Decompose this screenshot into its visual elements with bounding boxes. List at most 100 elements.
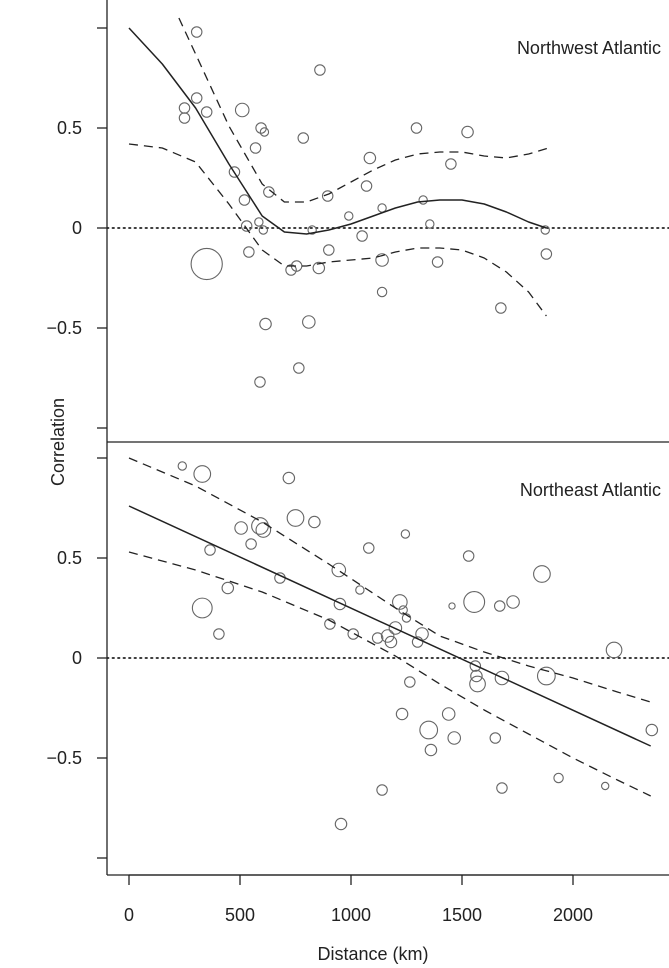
data-point: [445, 158, 457, 170]
y-tick-label: 0: [72, 648, 82, 668]
panel-title: Northwest Atlantic: [517, 38, 661, 58]
data-point: [333, 597, 347, 611]
data-point: [193, 465, 212, 483]
data-point: [200, 106, 213, 118]
data-point: [419, 720, 439, 740]
plot-area: [107, 457, 669, 831]
x-axis-title: Distance (km): [317, 944, 428, 964]
data-point: [469, 660, 482, 672]
upper-confidence-band: [128, 457, 651, 703]
data-point: [448, 602, 456, 610]
data-point: [293, 362, 305, 374]
x-tick-label: 2000: [553, 905, 593, 925]
data-point: [489, 732, 502, 744]
data-point: [425, 219, 435, 229]
data-point: [424, 743, 438, 757]
y-axis-title: Correlation: [48, 398, 68, 486]
data-point: [461, 125, 474, 139]
data-point: [462, 550, 475, 562]
data-point: [401, 613, 412, 623]
data-point: [375, 253, 389, 267]
data-point: [177, 461, 187, 471]
upper-confidence-band: [178, 17, 549, 203]
data-point: [190, 247, 223, 281]
panel-title: Northeast Atlantic: [520, 480, 661, 500]
data-point: [533, 565, 551, 583]
data-point: [536, 666, 556, 686]
data-point: [411, 636, 424, 648]
data-point: [400, 529, 411, 539]
data-point: [234, 102, 250, 118]
data-point: [245, 538, 257, 550]
data-point: [496, 782, 508, 794]
data-point: [190, 92, 203, 104]
data-point: [431, 256, 444, 268]
data-point: [377, 203, 387, 213]
data-point: [259, 317, 272, 331]
data-point: [238, 194, 251, 206]
data-point: [321, 190, 334, 202]
x-tick-label: 1500: [442, 905, 482, 925]
data-point: [314, 64, 326, 76]
data-point: [376, 784, 388, 796]
data-point: [243, 246, 255, 258]
x-tick-label: 1000: [331, 905, 371, 925]
data-point: [470, 669, 483, 683]
data-point: [360, 180, 373, 192]
data-point: [363, 151, 377, 165]
data-point: [355, 585, 365, 595]
lower-confidence-band: [128, 143, 547, 317]
data-point: [493, 600, 506, 612]
data-point: [234, 521, 248, 535]
data-point: [254, 217, 264, 227]
data-point: [418, 195, 428, 205]
y-tick-label: 0.5: [57, 118, 82, 138]
data-point: [308, 515, 321, 529]
data-point: [263, 186, 275, 198]
data-point: [540, 225, 550, 235]
data-point: [388, 621, 403, 635]
data-point: [254, 376, 266, 388]
x-tick-label: 500: [225, 905, 255, 925]
data-point: [363, 542, 375, 554]
data-point: [259, 127, 270, 137]
data-point: [178, 112, 191, 124]
fitted-trend-line: [128, 505, 652, 747]
data-point: [307, 225, 317, 235]
data-point: [334, 817, 348, 831]
x-tick-label: 0: [124, 905, 134, 925]
data-point: [540, 248, 553, 260]
fitted-trend-line: [128, 27, 547, 235]
data-point: [297, 132, 310, 144]
data-point: [410, 122, 423, 134]
data-point: [463, 591, 486, 613]
data-point: [392, 594, 408, 610]
data-point: [441, 707, 456, 721]
data-point: [347, 628, 359, 640]
panel-northwest-atlantic: −0.5 0 0.5 Northwest Atlantic: [46, 0, 669, 443]
data-point: [469, 675, 486, 693]
y-tick-label: −0.5: [46, 318, 82, 338]
data-point: [605, 641, 623, 659]
data-point: [376, 286, 388, 298]
data-point: [645, 723, 659, 737]
data-point: [404, 676, 416, 688]
data-point: [331, 562, 347, 578]
data-point: [380, 629, 395, 643]
data-point: [190, 26, 203, 38]
plot-area: [107, 17, 669, 388]
data-point: [356, 230, 368, 242]
data-point: [204, 544, 216, 556]
data-point: [249, 142, 262, 154]
data-point: [312, 261, 326, 275]
data-point: [495, 302, 507, 314]
data-point: [213, 628, 225, 640]
data-point: [258, 225, 269, 235]
data-point: [255, 522, 272, 538]
data-point: [447, 731, 462, 745]
data-point: [371, 632, 384, 644]
data-point: [240, 220, 253, 232]
data-point: [384, 635, 398, 649]
panel-northeast-atlantic: −0.5 0 0.5 Northeast Atlantic 0 500 1000 1500 20…: [46, 442, 669, 925]
